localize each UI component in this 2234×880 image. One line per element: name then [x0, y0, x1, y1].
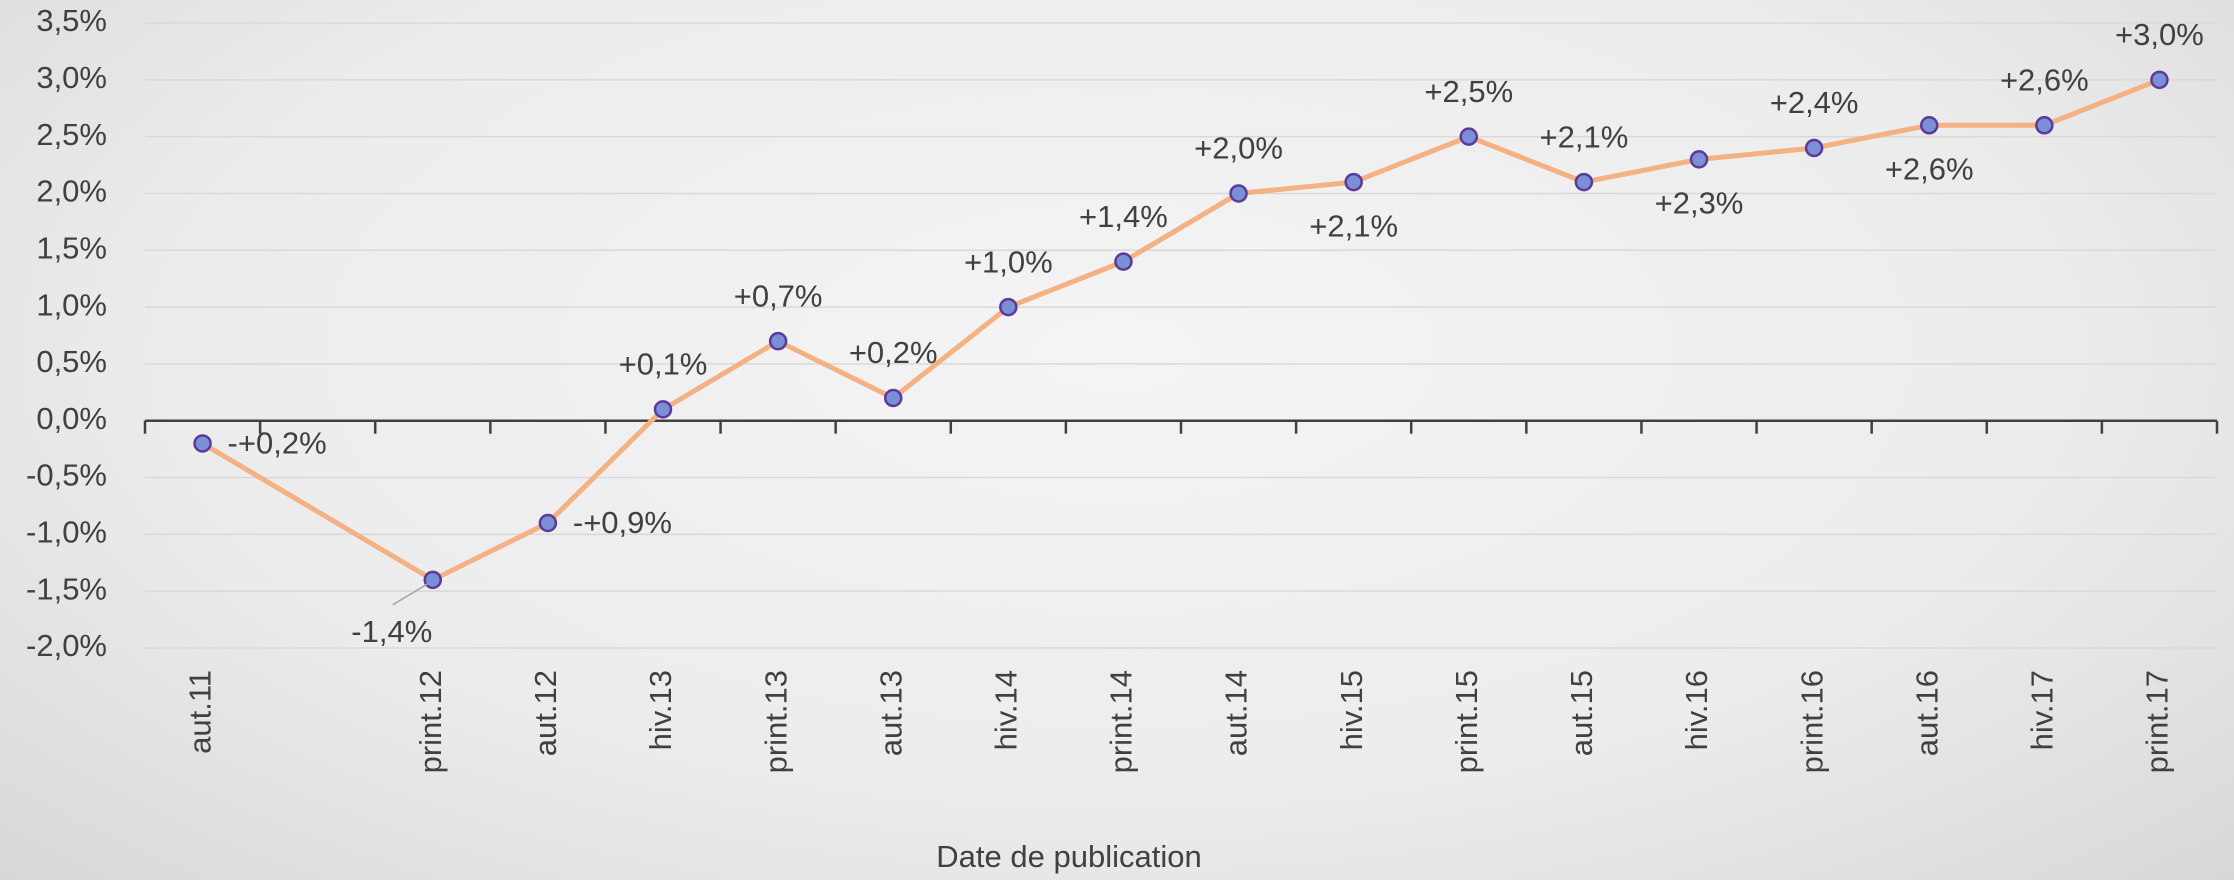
- data-label: +2,1%: [1309, 208, 1398, 243]
- x-tick-label: hiv.14: [989, 670, 1024, 750]
- y-tick-label: 1,0%: [36, 287, 107, 322]
- data-label: -1,4%: [351, 614, 432, 649]
- data-label: +0,7%: [734, 278, 823, 313]
- data-label: +3,0%: [2115, 17, 2204, 52]
- x-tick-label: aut.12: [528, 670, 563, 756]
- x-tick-label: aut.13: [873, 670, 908, 756]
- data-label: +2,4%: [1770, 85, 1859, 120]
- y-tick-label: 2,0%: [36, 174, 107, 209]
- data-point: [1689, 150, 1709, 169]
- data-point: [1919, 116, 1939, 135]
- y-tick-label: -1,5%: [26, 571, 107, 606]
- x-tick-label: hiv.17: [2025, 670, 2060, 750]
- x-tick-label: aut.11: [183, 670, 218, 754]
- y-tick-label: 3,5%: [36, 3, 107, 38]
- data-label: -+0,2%: [228, 426, 327, 461]
- data-point: [2035, 116, 2054, 135]
- y-tick-label: 0,0%: [36, 401, 107, 436]
- data-point: [768, 331, 788, 351]
- y-tick-label: 3,0%: [36, 60, 107, 95]
- x-tick-label: hiv.16: [1679, 670, 1714, 750]
- data-point: [1344, 172, 1363, 192]
- data-label: +0,2%: [849, 335, 938, 370]
- x-tick-label: hiv.15: [1334, 670, 1369, 750]
- data-point: [423, 570, 443, 590]
- data-label: +1,4%: [1079, 199, 1168, 234]
- data-label: +2,6%: [1885, 151, 1974, 186]
- data-point: [1114, 252, 1133, 271]
- x-tick-label: print.12: [413, 670, 448, 773]
- data-label: +1,0%: [964, 244, 1053, 279]
- y-tick-label: 0,5%: [36, 344, 107, 379]
- data-point: [999, 297, 1018, 317]
- data-point: [883, 388, 903, 408]
- data-label: +2,0%: [1194, 131, 1283, 166]
- data-point: [2150, 70, 2169, 90]
- data-label: +2,5%: [1424, 74, 1513, 109]
- x-tick-label: aut.15: [1564, 670, 1599, 756]
- x-tick-label: aut.16: [1909, 670, 1944, 756]
- x-tick-label: print.17: [2140, 670, 2175, 773]
- y-tick-label: -0,5%: [26, 458, 107, 493]
- x-axis-title: Date de publication: [936, 839, 1201, 874]
- x-tick-label: print.13: [758, 670, 793, 773]
- data-label: +2,1%: [1540, 119, 1629, 154]
- y-tick-label: 2,5%: [36, 117, 107, 152]
- series-line: [201, 77, 2161, 583]
- data-point: [1459, 127, 1479, 146]
- data-label: +2,3%: [1655, 186, 1744, 221]
- x-tick-label: hiv.13: [643, 670, 678, 750]
- x-tick-label: print.14: [1104, 670, 1139, 773]
- data-point: [1574, 172, 1594, 192]
- leader-line: [392, 583, 429, 606]
- data-label: -+0,9%: [573, 505, 672, 540]
- data-point: [1804, 138, 1824, 158]
- data-label: +0,1%: [619, 347, 708, 382]
- x-tick-label: aut.14: [1219, 670, 1254, 756]
- y-tick-label: -2,0%: [26, 628, 107, 663]
- data-point: [653, 400, 673, 419]
- data-point: [538, 513, 558, 533]
- data-point: [193, 434, 212, 453]
- y-tick-label: -1,0%: [26, 515, 107, 550]
- data-point: [1229, 184, 1248, 203]
- x-tick-label: print.15: [1449, 670, 1484, 773]
- y-tick-label: 1,5%: [36, 230, 107, 265]
- data-label: +2,6%: [2000, 62, 2089, 97]
- x-tick-label: print.16: [1794, 670, 1829, 773]
